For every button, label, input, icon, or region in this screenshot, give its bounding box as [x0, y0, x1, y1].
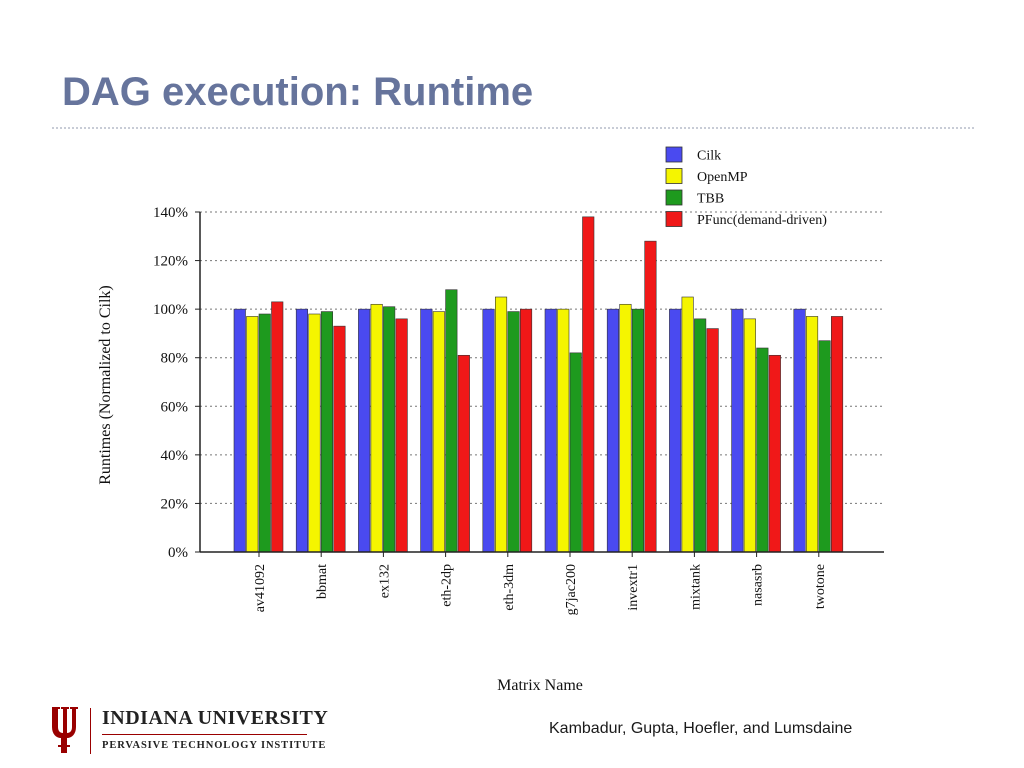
bar-pfunc-demand-driven--nasasrb [768, 354, 781, 553]
y-tick-label: 100% [153, 302, 188, 318]
bar-tbb-invextr1 [631, 308, 645, 553]
title-divider [52, 127, 974, 129]
y-axis-label: Runtimes (Normalized to Cilk) [97, 285, 114, 485]
bar-tbb-g7jac200 [569, 352, 582, 553]
bar-tbb-twotone [818, 340, 831, 553]
legend-label: Cilk [697, 149, 721, 164]
bar-tbb-av41092 [258, 313, 271, 553]
bar-cilk-bbmat [295, 308, 309, 553]
x-tick-label: bbmat [315, 564, 330, 599]
y-tick-label: 60% [161, 399, 189, 415]
bar-openmp-nasasrb [743, 318, 756, 553]
bar-cilk-twotone [793, 308, 806, 553]
legend-label: TBB [697, 192, 724, 207]
logo-divider [90, 708, 91, 754]
bar-pfunc-demand-driven--av41092 [271, 301, 284, 553]
legend-swatch [665, 189, 683, 206]
bar-pfunc-demand-driven--twotone [830, 316, 844, 553]
logo-rule [102, 734, 307, 735]
bar-pfunc-demand-driven--bbmat [333, 325, 346, 553]
slide-title: DAG execution: Runtime [62, 70, 534, 114]
bar-cilk-eth-2dp [420, 308, 433, 553]
bar-cilk-av41092 [233, 308, 246, 553]
y-tick-label: 140% [153, 205, 188, 221]
bar-openmp-g7jac200 [557, 308, 570, 553]
y-tick-label: 120% [153, 254, 188, 270]
bar-pfunc-demand-driven--g7jac200 [582, 216, 595, 553]
bar-pfunc-demand-driven--eth-2dp [457, 354, 470, 553]
chart-axes [195, 211, 884, 557]
bar-pfunc-demand-driven--invextr1 [644, 240, 657, 553]
iu-trident-icon [52, 707, 78, 753]
legend-swatch [665, 168, 683, 184]
legend-label: PFunc(demand-driven) [697, 213, 827, 228]
bar-openmp-twotone [805, 316, 819, 553]
bar-tbb-nasasrb [756, 347, 769, 553]
x-tick-label: eth-3dm [502, 564, 517, 611]
bar-pfunc-demand-driven--mixtank [706, 328, 719, 553]
y-tick-label: 20% [161, 496, 189, 512]
y-tick-label: 0% [168, 545, 188, 561]
bar-tbb-bbmat [320, 311, 334, 553]
x-tick-label: mixtank [688, 564, 703, 610]
bar-pfunc-demand-driven--ex132 [395, 318, 408, 553]
x-tick-label: av41092 [253, 564, 268, 612]
bar-cilk-g7jac200 [544, 308, 557, 553]
x-tick-label: eth-2dp [440, 564, 455, 607]
runtime-bar-chart: 0% 20% 40% 60% 80% 100% 120% 140% av41092 bbmat ex… [97, 146, 884, 694]
legend-swatch [665, 146, 683, 163]
x-tick-label: invextr1 [626, 564, 641, 611]
logo-university-name: INDIANA UNIVERSITY [102, 707, 329, 729]
bar-tbb-mixtank [694, 318, 707, 553]
logo-institute-name: PERVASIVE TECHNOLOGY INSTITUTE [102, 740, 327, 751]
footer-author: Kambadur, Gupta, Hoefler, and Lumsdaine [549, 720, 853, 737]
y-tick-label: 80% [161, 351, 189, 367]
chart-bars [233, 216, 844, 553]
x-tick-label: nasasrb [751, 564, 766, 606]
x-tick-label: ex132 [377, 564, 392, 598]
bar-openmp-mixtank [681, 296, 694, 553]
bar-cilk-eth-3dm [482, 308, 495, 553]
bar-pfunc-demand-driven--eth-3dm [519, 308, 533, 553]
bar-openmp-bbmat [308, 313, 321, 553]
legend-label: OpenMP [697, 170, 748, 185]
bar-cilk-invextr1 [606, 308, 620, 553]
bar-cilk-nasasrb [731, 308, 744, 553]
x-tick-label: g7jac200 [564, 564, 579, 615]
x-tick-label: twotone [813, 564, 828, 609]
bar-openmp-ex132 [370, 303, 383, 553]
bar-openmp-av41092 [246, 316, 259, 553]
y-tick-label: 40% [161, 448, 189, 464]
indiana-university-logo: INDIANA UNIVERSITY PERVASIVE TECHNOLOGY … [50, 703, 328, 758]
bar-openmp-eth-3dm [494, 296, 508, 553]
x-axis-label: Matrix Name [497, 677, 583, 694]
bar-tbb-ex132 [383, 306, 396, 553]
legend-swatch [665, 211, 683, 227]
bar-cilk-ex132 [358, 308, 371, 553]
bar-tbb-eth-2dp [445, 289, 458, 553]
bar-tbb-eth-3dm [507, 311, 520, 553]
chart-tick-labels: 0% 20% 40% 60% 80% 100% 120% 140% av41092 bbmat ex… [153, 205, 828, 615]
bar-cilk-mixtank [669, 308, 682, 553]
bar-openmp-invextr1 [619, 303, 632, 553]
chart-legend: Cilk OpenMP TBB PFunc(demand-driven) [665, 146, 827, 228]
bar-openmp-eth-2dp [432, 311, 445, 553]
